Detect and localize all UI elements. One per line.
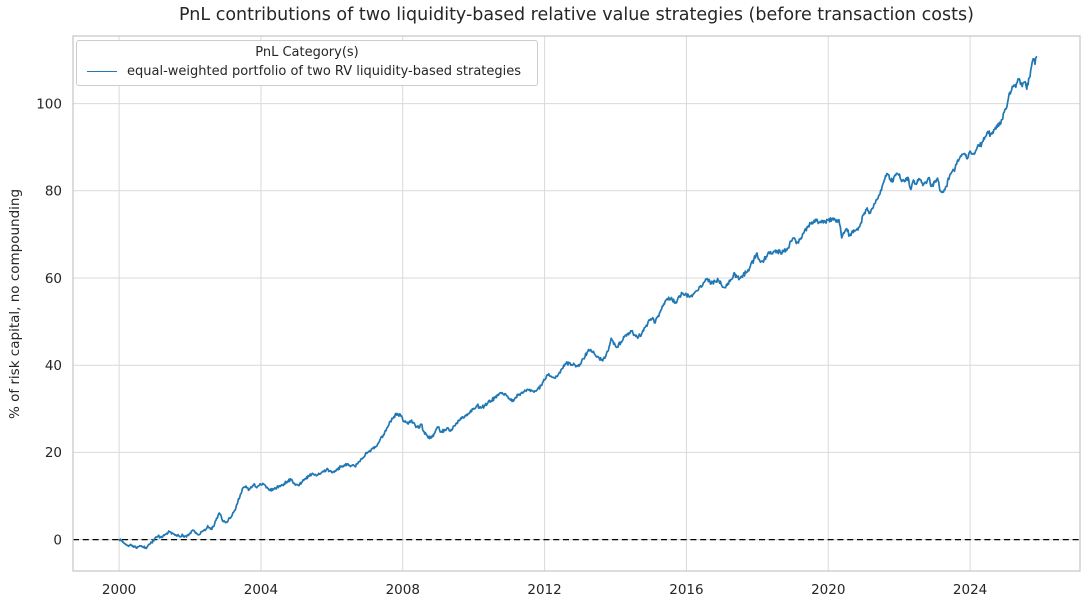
legend-title: PnL Category(s) (255, 45, 359, 60)
y-tick-label: 20 (45, 445, 62, 461)
x-tick-label: 2024 (953, 582, 987, 598)
y-tick-label: 60 (45, 271, 62, 287)
series-line (118, 56, 1038, 550)
y-axis-label: % of risk capital, no compounding (0, 36, 32, 571)
plot-border (72, 35, 1081, 572)
y-tick-label: 100 (36, 96, 62, 112)
x-tick-label: 2020 (811, 582, 845, 598)
y-tick-label: 80 (45, 184, 62, 200)
chart-title: PnL contributions of two liquidity-based… (179, 5, 974, 25)
y-axis-label-text: % of risk capital, no compounding (7, 188, 24, 419)
x-tick-label: 2004 (244, 582, 278, 598)
x-tick-label: 2012 (527, 582, 561, 598)
legend-entry-label: equal-weighted portfolio of two RV liqui… (127, 64, 522, 79)
x-tick-label: 2000 (102, 582, 136, 598)
x-tick-label: 2008 (386, 582, 420, 598)
y-tick-label: 40 (45, 358, 62, 374)
legend: PnL Category(s) equal-weighted portfolio… (76, 40, 538, 86)
y-tick-label: 0 (53, 532, 62, 548)
legend-line-swatch (87, 71, 117, 72)
legend-entry: equal-weighted portfolio of two RV liqui… (87, 64, 527, 79)
x-tick-label: 2016 (669, 582, 703, 598)
